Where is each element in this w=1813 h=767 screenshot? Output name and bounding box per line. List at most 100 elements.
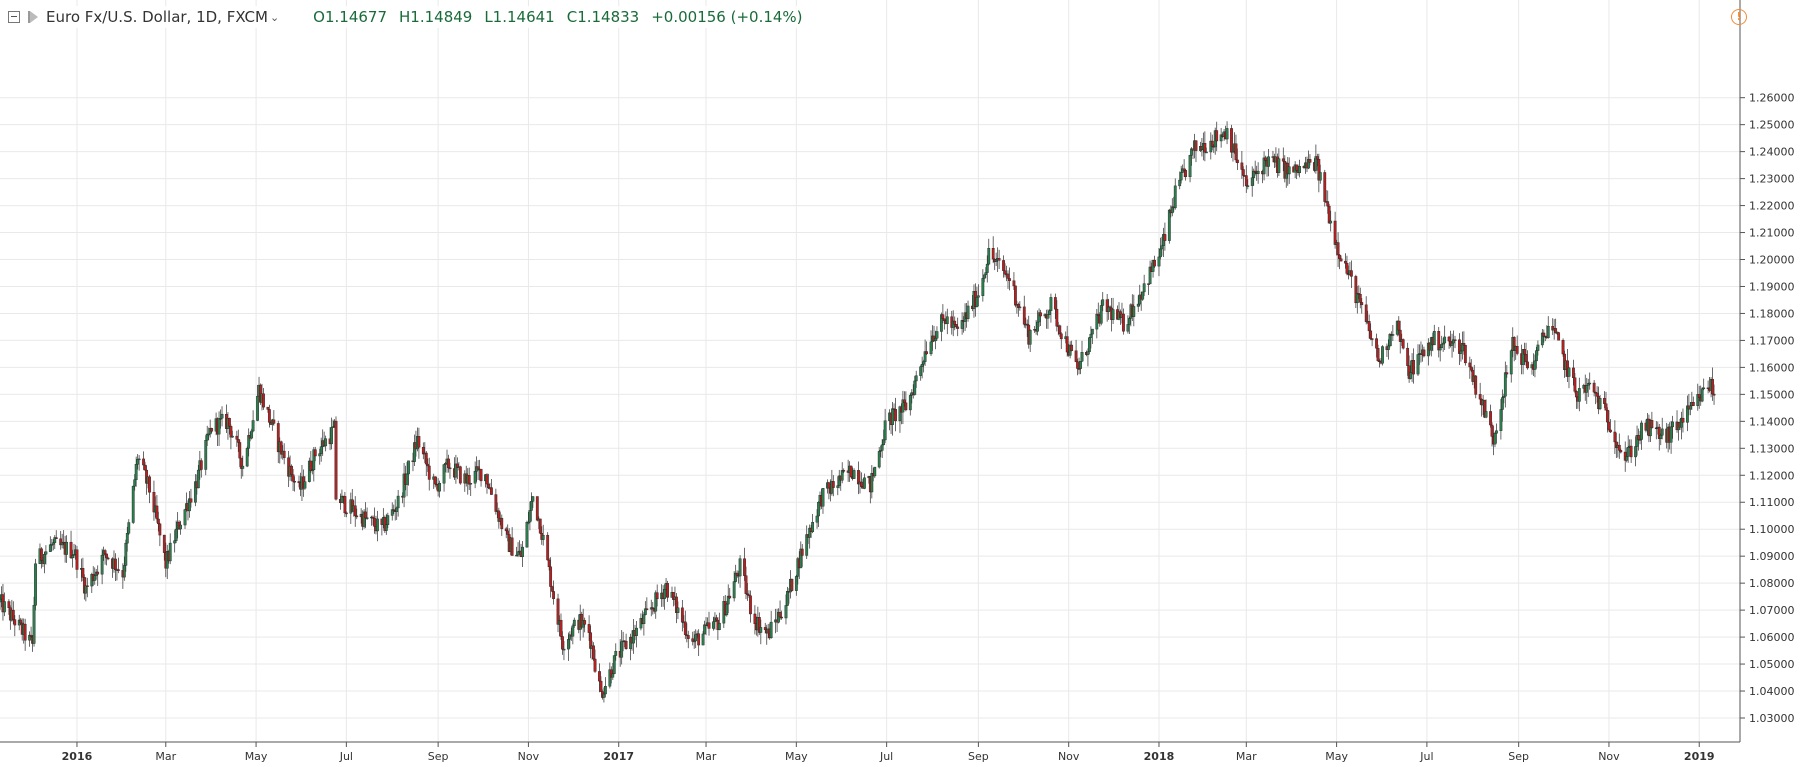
time-tick-label: Jul	[339, 750, 353, 763]
candle-up	[541, 534, 545, 540]
candle-down	[744, 575, 748, 594]
collapse-icon[interactable]	[8, 11, 20, 23]
candle-up	[133, 479, 137, 487]
candle-down	[1163, 234, 1167, 241]
candle-up	[1173, 185, 1177, 209]
candle-up	[923, 351, 927, 362]
time-tick-label: Nov	[518, 750, 540, 763]
candle-up	[976, 295, 980, 298]
candle-up	[1535, 350, 1538, 362]
candle-down	[458, 466, 462, 484]
time-axis[interactable]: 2016 Mar May Jul Sep Nov 2017 Mar May Jul Sep Nov 20…	[62, 742, 1715, 763]
candle-down	[592, 645, 595, 660]
candle-up	[365, 517, 369, 519]
time-tick-label: Jul	[1419, 750, 1433, 763]
price-axis[interactable]: 1.03000 1.04000 1.05000 1.06000 1.07000 1.080…	[1740, 92, 1795, 725]
candle-down	[1308, 159, 1312, 163]
candle-down	[942, 318, 946, 322]
candle-up	[1546, 326, 1550, 338]
candle-up	[1048, 310, 1051, 316]
candle-down	[1147, 283, 1151, 285]
candle-up	[100, 554, 104, 575]
candle-up	[620, 641, 624, 658]
candle-down	[1406, 347, 1410, 366]
candle-up	[1318, 172, 1322, 181]
candle-down	[1058, 325, 1062, 335]
candle-down	[155, 505, 159, 520]
candle-down	[1053, 297, 1057, 310]
candle-up	[1086, 351, 1090, 355]
price-tick-label: 1.04000	[1749, 685, 1795, 698]
price-tick-label: 1.08000	[1749, 577, 1795, 590]
candle-up	[717, 622, 721, 631]
candle-down	[103, 550, 107, 555]
candle-up	[179, 524, 182, 530]
symbol-title[interactable]: Euro Fx/U.S. Dollar, 1D, FXCM	[46, 8, 268, 26]
warning-icon[interactable]: !	[1731, 9, 1747, 25]
candle-up	[44, 551, 48, 555]
chevron-down-icon[interactable]: ⌄	[269, 10, 280, 24]
candle-up	[908, 395, 912, 411]
candle-down	[1515, 346, 1519, 354]
candle-down	[1022, 306, 1026, 325]
candle-up	[251, 420, 255, 432]
candle-up	[602, 693, 606, 698]
candle-up	[1090, 328, 1094, 335]
candle-down	[1617, 444, 1621, 451]
candle-up	[34, 563, 37, 606]
time-tick-label: Jul	[879, 750, 893, 763]
candle-up	[984, 272, 988, 276]
candle-up	[1298, 166, 1301, 174]
candle-up	[1669, 426, 1673, 443]
candle-up	[863, 477, 866, 489]
candle-up	[1188, 155, 1192, 178]
candle-up	[1409, 372, 1413, 379]
candle-down	[1344, 260, 1347, 264]
candle-up	[738, 558, 742, 577]
price-tick-label: 1.17000	[1749, 334, 1795, 347]
candle-down	[114, 558, 117, 571]
time-tick-label: Sep	[428, 750, 449, 763]
candle-down	[842, 470, 846, 472]
candle-down	[1003, 270, 1007, 275]
candle-up	[442, 464, 446, 484]
candle-down	[707, 622, 711, 629]
candle-down	[1065, 336, 1069, 353]
candle-down	[490, 487, 493, 495]
candle-up	[1671, 421, 1674, 428]
candle-up	[985, 263, 989, 273]
candle-up	[1588, 382, 1592, 385]
candle-down	[1489, 411, 1492, 426]
candle-up	[396, 495, 400, 509]
candle-up	[241, 465, 245, 469]
candle-down	[142, 458, 145, 466]
candle-down	[550, 586, 554, 592]
candle-down	[1657, 426, 1661, 439]
candle-down	[426, 463, 430, 467]
candle-down	[1002, 260, 1005, 271]
candle-down	[1453, 339, 1457, 341]
candle-down	[1281, 158, 1285, 162]
candle-up	[183, 509, 187, 526]
candle-down	[547, 559, 551, 568]
candle-down	[1681, 417, 1685, 423]
candle-down	[894, 409, 897, 422]
candle-up	[1132, 306, 1136, 317]
candle-down	[199, 460, 203, 470]
candle-up	[1502, 395, 1506, 398]
candle-down	[373, 518, 376, 527]
candle-down	[1422, 349, 1426, 357]
candle-up	[384, 524, 388, 531]
candle-down	[1364, 304, 1368, 322]
candle-down	[549, 566, 553, 587]
candle-down	[210, 428, 214, 432]
candle-up	[1157, 256, 1161, 267]
price-tick-label: 1.11000	[1749, 496, 1795, 509]
candle-up	[759, 627, 763, 633]
flag-icon[interactable]	[28, 11, 38, 23]
candle-down	[1697, 394, 1701, 398]
candle-down	[599, 680, 603, 692]
candle-down	[1323, 172, 1327, 202]
candle-up	[891, 408, 894, 425]
